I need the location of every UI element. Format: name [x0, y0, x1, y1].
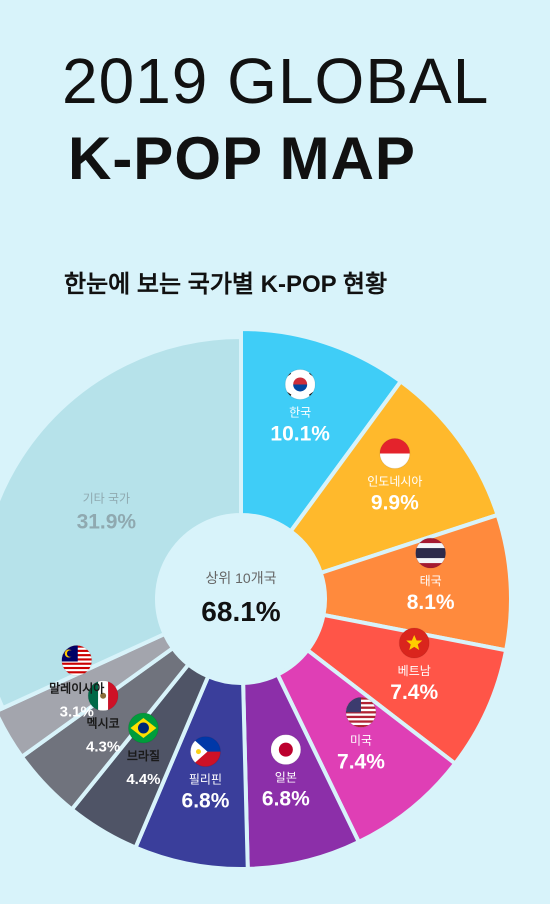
center-label: 상위 10개국 — [206, 570, 277, 586]
vietnam-flag-icon — [398, 627, 430, 659]
subtitle: 한눈에 보는 국가별 K-POP 현황 — [64, 271, 388, 298]
slice-value-label: 4.3% — [86, 739, 120, 756]
slice-name-label: 말레이시아 — [49, 681, 104, 696]
slice-value-label: 31.9% — [77, 511, 137, 534]
slice-label-group-7: 브라질 4.4% — [126, 712, 161, 788]
pie-slice-10 — [0, 334, 243, 711]
slice-value-label: 10.1% — [270, 422, 330, 445]
slice-label-group-0: 한국 10.1% — [270, 368, 330, 445]
slice-value-label: 6.8% — [262, 788, 310, 811]
korea-flag-icon — [284, 368, 316, 400]
slice-label-group-8: 멕시코 4.3% — [86, 680, 120, 756]
slice-label-group-3: 베트남 7.4% — [390, 627, 438, 704]
slice-name-label: 멕시코 — [87, 716, 120, 731]
pie-slice-0 — [239, 326, 404, 535]
title-line-2: K-POP MAP — [68, 125, 416, 192]
slice-value-label: 4.4% — [126, 771, 160, 788]
indonesia-flag-icon — [379, 438, 411, 470]
slice-label-group-9: 말레이시아 3.1% — [49, 645, 104, 721]
slice-label-group-1: 인도네시아 9.9% — [367, 438, 422, 515]
pie-slices — [0, 326, 513, 871]
philippines-flag-icon — [189, 736, 221, 768]
slice-label-group-5: 일본 6.8% — [262, 734, 310, 811]
slice-value-label: 9.9% — [371, 492, 419, 515]
thailand-flag-icon — [415, 537, 447, 569]
pie-slice-2 — [318, 512, 513, 653]
slice-name-label: 한국 — [289, 405, 311, 419]
slice-name-label: 필리핀 — [189, 773, 222, 787]
title-line-1: 2019 GLOBAL — [62, 45, 490, 117]
slice-label-group-2: 태국 8.1% — [407, 537, 455, 614]
slice-label-group-10: 기타 국가 31.9% — [77, 492, 137, 534]
usa-flag-icon — [345, 696, 377, 728]
slice-value-label: 7.4% — [390, 681, 438, 704]
slice-name-label: 브라질 — [127, 748, 160, 763]
slice-name-label: 인도네시아 — [367, 475, 422, 489]
slice-label-group-4: 미국 7.4% — [337, 696, 385, 773]
japan-flag-icon — [270, 734, 302, 766]
slice-name-label: 일본 — [275, 771, 297, 785]
slice-name-label: 베트남 — [398, 664, 431, 678]
slice-value-label: 8.1% — [407, 591, 455, 614]
slice-value-label: 3.1% — [60, 704, 94, 721]
center-hole — [159, 517, 323, 681]
center-value: 68.1% — [201, 596, 280, 627]
mexico-flag-icon — [87, 680, 119, 712]
slice-label-group-6: 필리핀 6.8% — [182, 736, 230, 813]
slice-value-label: 7.4% — [337, 750, 385, 773]
slice-name-label: 기타 국가 — [83, 492, 131, 506]
brazil-flag-icon — [127, 712, 159, 744]
pie-slice-1 — [287, 378, 501, 576]
slice-value-label: 6.8% — [182, 790, 230, 813]
malaysia-flag-icon — [61, 645, 93, 677]
slice-labels: 한국 10.1% 인도네시아 9.9% 태국 8.1% 베트남 7.4% 미국 7.4% 일본 6.8… — [49, 368, 455, 813]
slice-name-label: 태국 — [420, 574, 442, 588]
slice-name-label: 미국 — [350, 733, 372, 747]
